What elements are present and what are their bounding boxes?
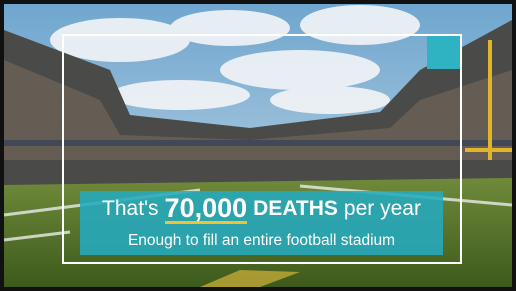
headline-suffix: per year [344,197,421,221]
subline: Enough to fill an entire football stadiu… [80,227,443,255]
subline-text: Enough to fill an entire football stadiu… [128,232,395,250]
headline-prefix: That's [102,197,159,221]
page: That's 70,000 DEATHS per year Enough to … [0,0,516,291]
accent-square [427,36,460,69]
stadium-scene: That's 70,000 DEATHS per year Enough to … [0,0,516,291]
headline: That's 70,000 DEATHS per year [80,191,443,227]
headline-number: 70,000 [165,195,248,224]
headline-emphasis: DEATHS [253,197,338,221]
